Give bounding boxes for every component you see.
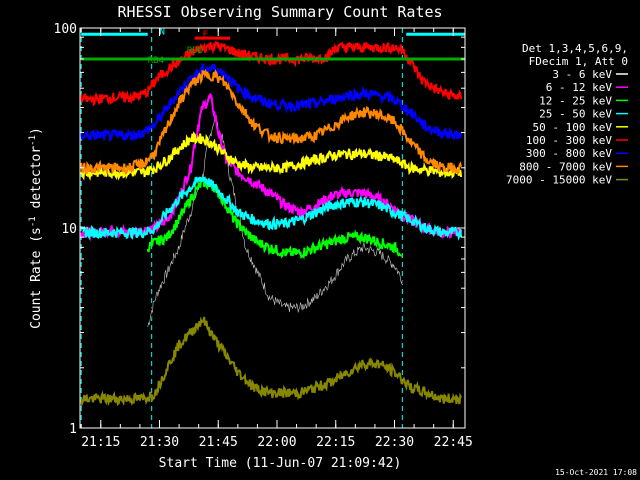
series-line-5	[80, 41, 463, 107]
x-tick-label: 21:30	[140, 435, 179, 450]
flag-label-3: RB4	[148, 56, 164, 66]
legend-header: Det 1,3,4,5,6,9,	[522, 42, 628, 55]
x-tick-label: 21:15	[81, 435, 120, 450]
legend-label: 50 - 100 keV	[533, 121, 613, 134]
chart-title: RHESSI Observing Summary Count Rates	[117, 3, 442, 21]
x-tick-label: 22:15	[316, 435, 355, 450]
series-line-8	[80, 316, 463, 408]
legend-label: 300 - 800 keV	[526, 147, 612, 160]
legend-label: 800 - 7000 keV	[519, 160, 612, 173]
legend-label: 6 - 12 keV	[546, 81, 613, 94]
y-axis-label-mid: detector	[29, 146, 44, 217]
x-tick-label: 22:00	[257, 435, 296, 450]
x-tick-label: 22:45	[434, 435, 473, 450]
x-tick-label: 21:45	[199, 435, 238, 450]
legend-label: 7000 - 15000 keV	[506, 174, 612, 187]
series-line-3	[80, 176, 463, 241]
x-tick-label: 22:30	[375, 435, 414, 450]
y-axis-label: Count Rate (s-1 detector-1)	[28, 127, 44, 329]
series-line-2	[146, 176, 403, 260]
y-axis-label-sup2: -1	[28, 135, 38, 146]
legend-label: 25 - 50 keV	[539, 108, 612, 121]
axis-ticks: 21:15 21:30 21:45 22:00 22:15 22:30 22:45 1 10 10…	[54, 22, 473, 450]
legend-label: 12 - 25 keV	[539, 94, 612, 107]
series-line-6	[80, 63, 463, 143]
series-outline-0	[147, 118, 403, 328]
y-axis-label-sup1: -1	[28, 216, 38, 227]
y-tick-label: 100	[54, 22, 77, 37]
flag-label-0: N	[160, 27, 165, 37]
x-axis-label: Start Time (11-Jun-07 21:09:42)	[159, 456, 402, 471]
y-axis-label-main: Count Rate (s	[29, 227, 44, 329]
legend: Det 1,3,4,5,6,9,FDecim 1, Att 03 - 6 keV…	[506, 42, 628, 187]
y-axis-label-end: )	[29, 127, 44, 135]
flag-label-2: RDO	[187, 46, 203, 56]
plot-timestamp: 15-Oct-2021 17:08	[555, 468, 637, 477]
legend-label: 100 - 300 keV	[526, 134, 612, 147]
series-line-7	[80, 68, 463, 175]
flag-label-1: F	[203, 30, 208, 40]
legend-header: FDecim 1, Att 0	[529, 55, 628, 68]
legend-label: 3 - 6 keV	[552, 68, 612, 81]
series-line-4	[80, 131, 463, 182]
y-tick-label: 1	[69, 422, 77, 437]
y-tick-label: 10	[61, 222, 77, 237]
